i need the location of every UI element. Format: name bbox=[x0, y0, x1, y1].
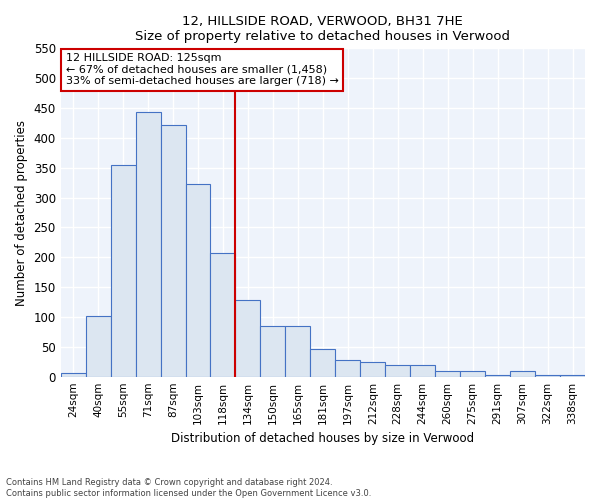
Bar bbox=[510, 372, 535, 376]
Bar bbox=[110, 166, 136, 376]
Bar bbox=[310, 348, 335, 376]
Bar bbox=[260, 326, 286, 376]
Bar bbox=[460, 372, 485, 376]
Bar bbox=[385, 366, 410, 376]
Bar bbox=[410, 366, 435, 376]
Bar bbox=[185, 184, 211, 376]
Bar bbox=[435, 372, 460, 376]
Bar bbox=[235, 300, 260, 376]
Text: 12 HILLSIDE ROAD: 125sqm
← 67% of detached houses are smaller (1,458)
33% of sem: 12 HILLSIDE ROAD: 125sqm ← 67% of detach… bbox=[66, 54, 339, 86]
Title: 12, HILLSIDE ROAD, VERWOOD, BH31 7HE
Size of property relative to detached house: 12, HILLSIDE ROAD, VERWOOD, BH31 7HE Siz… bbox=[136, 15, 511, 43]
X-axis label: Distribution of detached houses by size in Verwood: Distribution of detached houses by size … bbox=[171, 432, 475, 445]
Bar bbox=[335, 360, 360, 376]
Bar bbox=[86, 316, 110, 376]
Text: Contains HM Land Registry data © Crown copyright and database right 2024.
Contai: Contains HM Land Registry data © Crown c… bbox=[6, 478, 371, 498]
Bar bbox=[286, 326, 310, 376]
Bar bbox=[161, 124, 185, 376]
Y-axis label: Number of detached properties: Number of detached properties bbox=[15, 120, 28, 306]
Bar bbox=[61, 372, 86, 376]
Bar bbox=[211, 252, 235, 376]
Bar bbox=[136, 112, 161, 376]
Bar bbox=[360, 362, 385, 376]
